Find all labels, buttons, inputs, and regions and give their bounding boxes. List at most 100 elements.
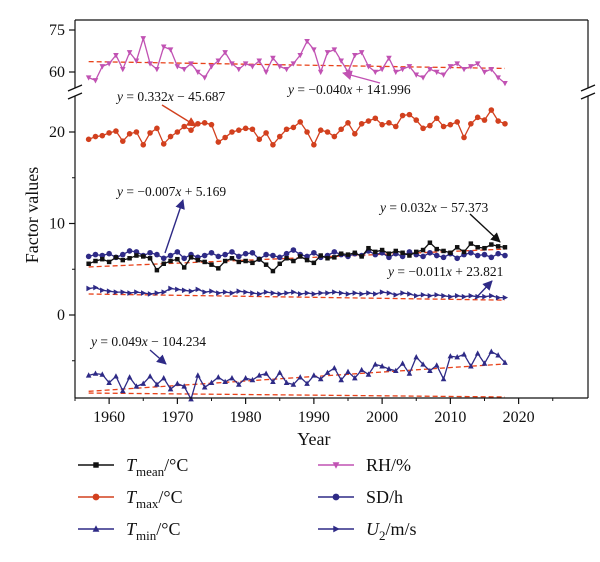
point-rh-1969 (167, 47, 174, 53)
point-u2-2008 (434, 292, 440, 298)
trend-annotations: y = −0.040x + 141.996 y = 0.332x − 45.687… (89, 70, 503, 365)
point-sd-1969 (167, 252, 174, 259)
point-tmean-2005 (414, 249, 419, 255)
point-u2-2012 (461, 293, 468, 300)
point-tmean-1958 (93, 258, 98, 264)
point-tmax-2008 (433, 115, 440, 122)
point-u2-1963 (127, 290, 133, 296)
point-tmin-2001 (386, 365, 392, 372)
point-sd-1960 (106, 250, 112, 257)
point-tmin-1981 (249, 376, 256, 383)
trendline-rh (88, 60, 505, 70)
point-u2-2017 (495, 294, 502, 301)
point-tmin-1960 (106, 379, 112, 385)
point-sd-2011 (454, 255, 461, 262)
point-sd-1963 (126, 248, 133, 254)
legend-label-sd: SD/h (366, 487, 403, 507)
legend-label-tmax: Tmax/°C (126, 487, 183, 511)
point-tmin-1977 (222, 378, 228, 385)
point-sd-1966 (147, 249, 153, 256)
point-tmax-1981 (249, 126, 256, 133)
legend-label-rh: RH/% (366, 455, 411, 475)
point-sd-2003 (399, 253, 406, 260)
point-rh-2010 (447, 64, 454, 70)
point-tmean-2017 (495, 244, 501, 249)
point-u2-1965 (141, 290, 147, 296)
point-sd-1980 (242, 250, 249, 257)
series-u2 (86, 284, 509, 301)
point-sd-2013 (468, 249, 474, 256)
legend-label-u2: U2/m/s (366, 519, 417, 543)
point-u2-1976 (216, 290, 222, 296)
point-sd-2001 (386, 254, 392, 261)
point-tmin-2018 (502, 359, 508, 365)
legend-item-rh: RH/% (318, 455, 411, 475)
point-rh-2007 (427, 66, 433, 73)
point-u2-1984 (270, 290, 277, 296)
point-tmax-1965 (140, 142, 147, 148)
point-tmax-1997 (358, 120, 365, 127)
point-tmax-1988 (297, 119, 304, 125)
legend-marker-sd (332, 493, 340, 501)
y-tick-label-10: 10 (49, 216, 65, 233)
point-rh-1970 (174, 64, 181, 70)
point-tmax-2013 (468, 120, 474, 127)
point-rh-2013 (468, 64, 474, 70)
point-rh-2005 (413, 72, 420, 78)
point-tmean-1990 (311, 260, 317, 266)
point-tmean-1967 (154, 267, 160, 273)
point-tmax-2002 (392, 123, 399, 130)
point-tmin-1987 (290, 381, 297, 387)
point-rh-1991 (317, 69, 324, 76)
point-sd-1974 (201, 252, 208, 259)
point-u2-1985 (277, 291, 283, 297)
point-rh-1973 (195, 69, 201, 76)
point-tmax-1967 (154, 125, 160, 132)
series-rh (85, 36, 508, 87)
point-tmax-2014 (474, 114, 481, 121)
point-u2-1961 (113, 289, 120, 295)
point-rh-2003 (399, 66, 406, 73)
point-tmin-1976 (215, 374, 222, 380)
point-u2-1983 (263, 289, 270, 295)
point-tmean-1999 (373, 249, 378, 255)
point-rh-2004 (406, 64, 413, 70)
point-rh-1989 (304, 38, 310, 45)
point-tmin-1974 (201, 384, 208, 390)
point-tmax-1984 (270, 142, 276, 148)
point-tmean-2011 (454, 245, 460, 250)
point-tmean-1998 (366, 245, 371, 251)
point-rh-1979 (236, 66, 242, 73)
point-u2-1998 (366, 290, 372, 296)
point-rh-1959 (99, 64, 106, 70)
trend-equation-tmax: y = 0.332x − 45.687 (115, 89, 225, 104)
point-u2-1991 (318, 290, 324, 296)
point-sd-2009 (440, 254, 447, 261)
point-rh-1957 (85, 75, 92, 81)
point-u2-1981 (250, 290, 256, 296)
point-sd-1977 (222, 251, 228, 258)
point-tmin-1968 (160, 375, 167, 381)
x-tick-label-2010: 2010 (434, 409, 466, 426)
axis-break-mark-right-b (580, 92, 596, 100)
point-tmin-2004 (406, 370, 413, 376)
point-tmean-2015 (482, 245, 487, 251)
trendline-u2 (88, 293, 505, 301)
point-tmax-1989 (304, 129, 310, 135)
point-sd-2017 (495, 250, 501, 257)
point-tmax-1958 (92, 133, 99, 140)
point-tmean-1978 (229, 256, 235, 261)
point-tmean-1969 (168, 258, 173, 264)
point-rh-1978 (229, 61, 235, 67)
point-sd-1975 (208, 249, 215, 256)
point-u2-1962 (120, 289, 126, 295)
point-tmax-1983 (263, 130, 269, 136)
point-tmax-2005 (413, 117, 420, 123)
point-u2-2013 (468, 292, 474, 299)
legend-label-tmin: Tmin/°C (126, 519, 180, 543)
point-sd-2007 (427, 249, 433, 256)
point-tmax-2000 (379, 121, 385, 128)
point-tmean-2014 (475, 245, 480, 250)
point-tmax-1999 (372, 115, 379, 122)
